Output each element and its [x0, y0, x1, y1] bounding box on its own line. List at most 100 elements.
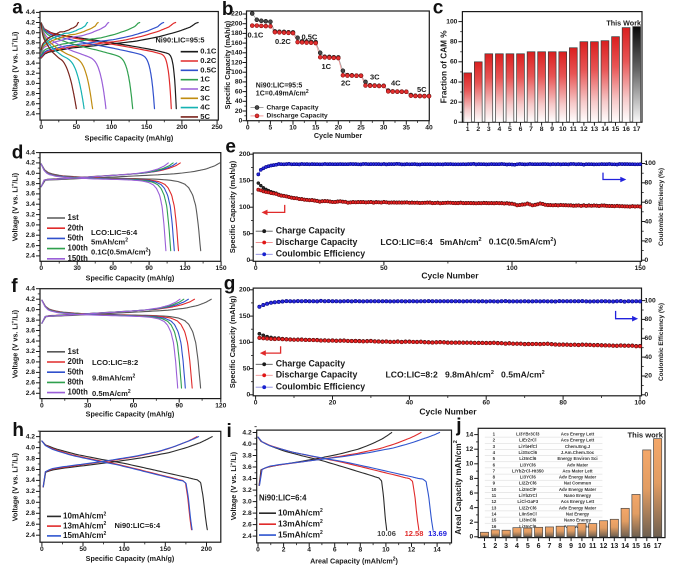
svg-text:Discharge Capacity: Discharge Capacity [276, 370, 358, 380]
svg-text:160: 160 [231, 40, 242, 47]
svg-text:50: 50 [243, 365, 251, 372]
svg-text:12: 12 [408, 547, 416, 554]
svg-text:Voltage (V vs. Li+/Li): Voltage (V vs. Li+/Li) [10, 309, 19, 378]
svg-text:1C: 1C [200, 75, 210, 84]
svg-text:100th: 100th [68, 388, 89, 397]
svg-text:3.0: 3.0 [26, 80, 36, 87]
svg-text:3: 3 [487, 126, 491, 133]
svg-text:11: 11 [492, 493, 497, 498]
svg-text:80: 80 [645, 316, 653, 323]
svg-text:2C: 2C [341, 78, 351, 87]
svg-text:3: 3 [504, 543, 508, 550]
svg-text:10.06: 10.06 [377, 529, 396, 538]
svg-text:0.5C: 0.5C [200, 65, 217, 74]
svg-text:220: 220 [231, 11, 242, 18]
svg-text:Voltage (V vs. Li+/Li): Voltage (V vs. Li+/Li) [229, 451, 238, 520]
svg-text:d: d [12, 143, 24, 164]
svg-text:15: 15 [612, 126, 620, 133]
svg-text:40: 40 [450, 79, 458, 86]
svg-text:15mAh/cm2: 15mAh/cm2 [278, 529, 323, 539]
svg-text:0: 0 [254, 265, 258, 272]
svg-text:3.8: 3.8 [26, 180, 36, 187]
svg-text:Nano Energy: Nano Energy [564, 493, 592, 498]
svg-text:2: 2 [476, 126, 480, 133]
svg-text:10: 10 [466, 461, 474, 468]
svg-text:100: 100 [634, 400, 645, 407]
svg-text:Voltage (V vs. Li+/Li): Voltage (V vs. Li+/Li) [10, 31, 19, 100]
svg-text:4.0: 4.0 [242, 441, 252, 448]
svg-text:5C: 5C [417, 85, 427, 94]
svg-text:1st: 1st [68, 213, 80, 222]
svg-text:1: 1 [466, 126, 470, 133]
svg-text:Coulombic Efficiency (%): Coulombic Efficiency (%) [658, 168, 665, 246]
svg-text:100: 100 [645, 160, 656, 167]
svg-text:3.6: 3.6 [242, 464, 252, 471]
svg-text:6: 6 [519, 126, 523, 133]
svg-text:Adv Energy Mater: Adv Energy Mater [559, 475, 597, 480]
svg-text:13: 13 [591, 126, 599, 133]
svg-text:9: 9 [493, 481, 496, 486]
svg-text:9: 9 [550, 126, 554, 133]
svg-text:0.5C: 0.5C [302, 32, 318, 41]
svg-text:LiYbZrCl: LiYbZrCl [519, 493, 537, 498]
svg-text:LiYbHfCl: LiYbHfCl [519, 444, 538, 449]
svg-text:4.2: 4.2 [26, 433, 36, 440]
svg-text:LiErZrCl: LiErZrCl [519, 438, 536, 443]
svg-text:120: 120 [231, 59, 242, 66]
svg-text:150th: 150th [68, 254, 89, 263]
svg-text:LiYbZrCl-Ht350: LiYbZrCl-Ht350 [512, 468, 544, 473]
svg-text:200: 200 [239, 151, 250, 158]
svg-text:Li3YCl6: Li3YCl6 [520, 462, 537, 467]
svg-text:6: 6 [333, 547, 337, 554]
svg-text:80: 80 [645, 180, 653, 187]
svg-text:Ni90:LIC=6:4: Ni90:LIC=6:4 [259, 494, 307, 503]
svg-text:Charge Capacity: Charge Capacity [267, 104, 319, 111]
svg-text:9.8mAh/cm2: 9.8mAh/cm2 [92, 373, 136, 382]
svg-text:60: 60 [450, 59, 458, 66]
svg-text:Li2ZrCl6: Li2ZrCl6 [519, 505, 537, 510]
svg-text:3.6: 3.6 [26, 327, 36, 334]
svg-text:3.0: 3.0 [26, 222, 36, 229]
svg-text:2.8: 2.8 [26, 90, 36, 97]
svg-text:Discharge Capacity: Discharge Capacity [276, 237, 358, 247]
svg-text:2.6: 2.6 [26, 380, 36, 387]
svg-text:Discharge Capacity: Discharge Capacity [267, 113, 329, 120]
svg-text:7: 7 [547, 543, 551, 550]
svg-text:90: 90 [176, 402, 184, 409]
svg-text:5: 5 [493, 456, 496, 461]
svg-text:4: 4 [515, 543, 519, 550]
svg-text:Adv Energy Mater: Adv Energy Mater [559, 505, 597, 510]
svg-text:0.5mA/cm2: 0.5mA/cm2 [92, 389, 131, 398]
svg-text:2.8: 2.8 [26, 232, 36, 239]
svg-text:3.2: 3.2 [26, 348, 36, 355]
svg-text:3.4: 3.4 [26, 60, 36, 67]
svg-text:180: 180 [231, 30, 242, 37]
svg-text:Adv Energy Mater: Adv Energy Mater [559, 487, 597, 492]
svg-text:11: 11 [570, 126, 577, 133]
svg-text:60: 60 [645, 199, 653, 206]
svg-text:4.0: 4.0 [26, 170, 36, 177]
svg-text:Specific Capacity (mAh/g): Specific Capacity (mAh/g) [86, 409, 175, 418]
svg-text:4: 4 [493, 450, 496, 455]
svg-text:Cycle Number: Cycle Number [419, 407, 477, 417]
svg-text:9: 9 [569, 543, 573, 550]
svg-text:Li3InCl6: Li3InCl6 [519, 518, 537, 523]
svg-text:40: 40 [425, 124, 433, 131]
svg-text:This work: This work [628, 431, 664, 440]
svg-text:Li3InCl6: Li3InCl6 [519, 524, 537, 529]
svg-text:Acs Mater Lett: Acs Mater Lett [562, 468, 593, 473]
svg-text:0: 0 [645, 392, 649, 399]
svg-text:30: 30 [84, 402, 92, 409]
svg-text:10: 10 [578, 543, 586, 550]
svg-text:Acs Energy Lett: Acs Energy Lett [561, 438, 595, 443]
svg-text:0.2C: 0.2C [200, 56, 217, 65]
svg-text:3.8: 3.8 [26, 317, 36, 324]
svg-text:4.4: 4.4 [26, 9, 36, 16]
svg-text:2.4: 2.4 [242, 533, 252, 540]
svg-text:40: 40 [406, 400, 414, 407]
svg-text:150: 150 [239, 177, 250, 184]
svg-text:13mAh/cm2: 13mAh/cm2 [278, 518, 323, 528]
svg-text:2.6: 2.6 [242, 521, 252, 528]
svg-text:150: 150 [239, 313, 250, 320]
svg-text:LiCl-GaF3: LiCl-GaF3 [517, 499, 538, 504]
